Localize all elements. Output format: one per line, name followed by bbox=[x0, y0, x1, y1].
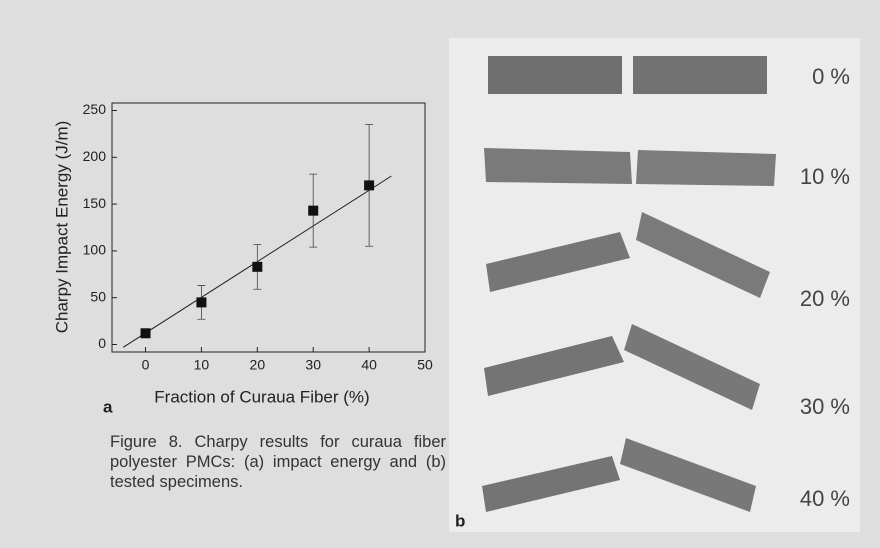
photo: b bbox=[449, 38, 860, 532]
panel-label: a bbox=[103, 397, 113, 416]
y-tick-label: 100 bbox=[83, 242, 107, 258]
x-tick-label: 30 bbox=[305, 357, 321, 373]
specimen bbox=[620, 438, 756, 512]
specimen bbox=[624, 324, 760, 410]
specimen bbox=[484, 336, 624, 396]
x-tick-label: 50 bbox=[417, 357, 433, 373]
specimen bbox=[484, 148, 632, 184]
x-axis-title: Fraction of Curaua Fiber (%) bbox=[154, 387, 369, 406]
specimen bbox=[488, 56, 622, 94]
x-tick-label: 0 bbox=[142, 357, 150, 373]
plot-frame bbox=[111, 102, 426, 353]
specimen bbox=[636, 212, 770, 298]
caption: Figure 8. Charpy results for curaua fibe… bbox=[110, 433, 446, 491]
marker bbox=[252, 261, 263, 272]
y-tick-label: 150 bbox=[83, 195, 107, 211]
specimen-label: 40 % bbox=[800, 486, 850, 511]
specimen bbox=[636, 150, 776, 186]
specimen-label: 30 % bbox=[800, 394, 850, 419]
marker bbox=[196, 297, 207, 308]
panel-label: b bbox=[455, 511, 465, 530]
x-tick-label: 10 bbox=[194, 357, 210, 373]
x-tick-label: 20 bbox=[250, 357, 266, 373]
y-tick-label: 200 bbox=[83, 148, 107, 164]
marker bbox=[308, 205, 319, 216]
marker bbox=[364, 180, 375, 191]
x-tick-label: 40 bbox=[361, 357, 377, 373]
y-axis-title: Charpy Impact Energy (J/m) bbox=[52, 121, 71, 334]
specimen bbox=[486, 232, 630, 292]
y-tick-label: 250 bbox=[83, 101, 107, 117]
specimen bbox=[482, 456, 620, 512]
y-tick-label: 0 bbox=[98, 335, 106, 351]
specimen-label: 0 % bbox=[812, 64, 850, 89]
specimen bbox=[633, 56, 767, 94]
y-tick-label: 50 bbox=[90, 288, 106, 304]
specimen-label: 20 % bbox=[800, 286, 850, 311]
marker bbox=[140, 328, 151, 339]
specimen-label: 10 % bbox=[800, 164, 850, 189]
